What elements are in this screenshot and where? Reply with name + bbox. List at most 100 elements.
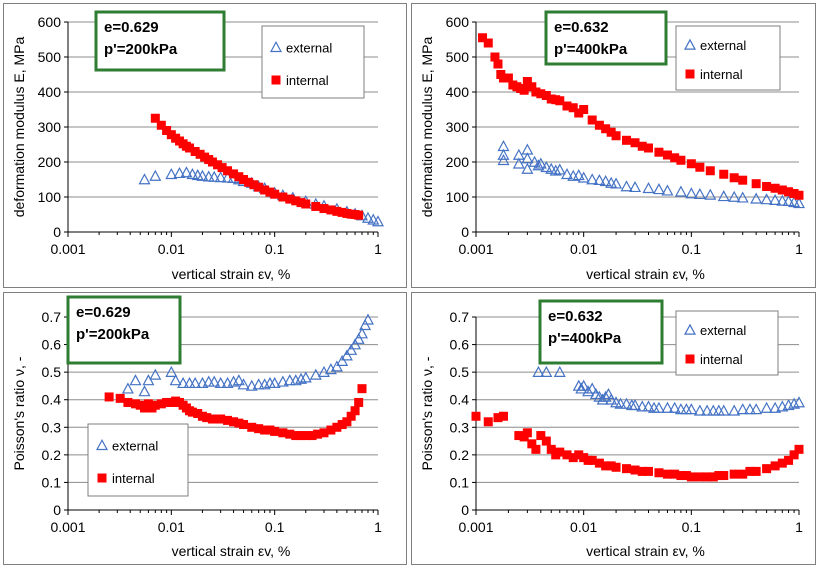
data-point-external	[629, 398, 642, 411]
legend-label-internal: internal	[700, 352, 743, 367]
data-point-external	[728, 404, 741, 416]
data-point-internal	[770, 461, 780, 471]
legend-label-internal: internal	[112, 471, 155, 486]
data-point-internal	[611, 462, 621, 472]
x-tick-label: 0.001	[50, 241, 85, 257]
data-point-internal	[579, 105, 589, 114]
data-point-internal	[622, 464, 632, 474]
data-point-internal	[337, 207, 347, 217]
y-tick-label: 0.2	[42, 447, 62, 463]
chart-panel-poisson-200kpa: 0 0.1 0.2 0.3 0.4 0.5 0.6 0.7 0.001 0.01 0.1 1 verti…	[3, 292, 407, 565]
data-point-external	[577, 379, 590, 391]
data-point-internal	[483, 38, 493, 48]
data-point-internal	[498, 73, 508, 83]
y-tick-label: 200	[446, 154, 470, 170]
x-tick-label: 0.1	[682, 241, 702, 257]
data-point-internal	[705, 166, 715, 176]
data-point-external	[497, 153, 510, 166]
data-point-external	[276, 375, 289, 387]
x-tick-label: 0.1	[682, 519, 702, 535]
data-point-internal	[332, 206, 342, 216]
data-point-external	[599, 174, 612, 187]
data-point-internal	[150, 113, 160, 123]
data-point-internal	[239, 420, 249, 430]
data-point-internal	[478, 33, 488, 43]
info-box-pressure: p'=200kPa	[76, 326, 150, 343]
x-axis-title: vertical strain εv, %	[172, 266, 291, 282]
chart-svg: 0 0.1 0.2 0.3 0.4 0.5 0.6 0.7 0.001 0.01 0.1 1 verti…	[11, 295, 382, 559]
data-point-internal	[493, 59, 503, 69]
data-point-internal	[223, 166, 233, 176]
data-point-external	[629, 180, 642, 193]
data-point-internal	[794, 444, 804, 454]
data-point-external	[577, 171, 590, 183]
x-tick-label: 0.1	[265, 519, 285, 535]
y-tick-label: 0.5	[42, 364, 62, 380]
data-point-internal	[213, 160, 223, 170]
x-tick-label: 1	[795, 519, 803, 535]
data-point-external	[336, 354, 349, 366]
data-point-internal	[643, 466, 653, 476]
data-point-internal	[326, 425, 336, 435]
data-point-internal	[527, 439, 537, 449]
data-point-internal	[319, 204, 329, 214]
info-box-pressure: p'=200kPa	[104, 41, 178, 58]
chart-svg: 0 0.1 0.2 0.3 0.4 0.5 0.6 0.7 0.001 0.01 0.1 1 verti…	[419, 299, 806, 559]
data-point-external	[189, 376, 202, 389]
x-tick-label: 0.01	[570, 241, 597, 257]
info-box	[66, 295, 182, 365]
data-point-internal	[247, 422, 257, 432]
data-point-internal	[301, 431, 311, 441]
series-internal	[471, 411, 804, 482]
data-point-external	[173, 166, 186, 179]
x-tick-label: 0.01	[158, 241, 185, 257]
data-point-internal	[234, 418, 244, 428]
y-tick-label: 0.5	[450, 364, 470, 380]
data-point-internal	[702, 472, 712, 482]
data-point-external	[149, 169, 162, 181]
data-point-internal	[522, 77, 532, 86]
data-point-internal	[729, 173, 739, 183]
data-point-external	[685, 187, 698, 199]
data-point-internal	[601, 124, 611, 134]
data-point-external	[165, 167, 178, 180]
data-point-internal	[216, 414, 226, 424]
data-point-internal	[270, 189, 280, 199]
data-point-internal	[536, 431, 546, 441]
data-point-external	[540, 160, 553, 173]
x-tick-label: 1	[374, 519, 382, 535]
data-point-external	[652, 183, 665, 195]
data-point-internal	[630, 138, 640, 148]
legend-label-external: external	[700, 38, 746, 53]
data-point-internal	[346, 411, 356, 421]
data-point-external	[521, 162, 534, 174]
series-external	[121, 313, 374, 397]
data-point-external	[575, 382, 588, 394]
data-point-external	[361, 211, 374, 223]
data-point-internal	[751, 466, 761, 476]
y-tick-label: 0.4	[42, 392, 62, 408]
data-point-internal	[695, 162, 705, 172]
data-point-internal	[342, 417, 352, 427]
data-point-internal	[606, 127, 616, 137]
data-point-external	[572, 169, 585, 181]
y-axis-title: deformation modulus E, MPa	[11, 37, 27, 218]
data-point-external	[636, 400, 649, 412]
data-point-external	[512, 157, 525, 169]
data-point-external	[359, 319, 372, 331]
data-point-internal	[260, 425, 270, 435]
data-point-internal	[296, 431, 306, 441]
data-point-internal	[681, 471, 691, 481]
data-point-internal	[770, 183, 780, 193]
data-point-external	[295, 372, 308, 384]
data-point-internal	[260, 185, 270, 195]
data-point-external	[202, 170, 215, 182]
data-point-internal	[291, 196, 301, 206]
data-point-internal	[562, 101, 572, 111]
data-point-internal	[719, 471, 729, 481]
y-tick-label: 0.4	[450, 392, 470, 408]
data-point-external	[610, 177, 623, 189]
data-point-internal	[676, 155, 686, 165]
x-tick-label: 0.01	[570, 519, 597, 535]
x-tick-label: 1	[795, 241, 803, 257]
